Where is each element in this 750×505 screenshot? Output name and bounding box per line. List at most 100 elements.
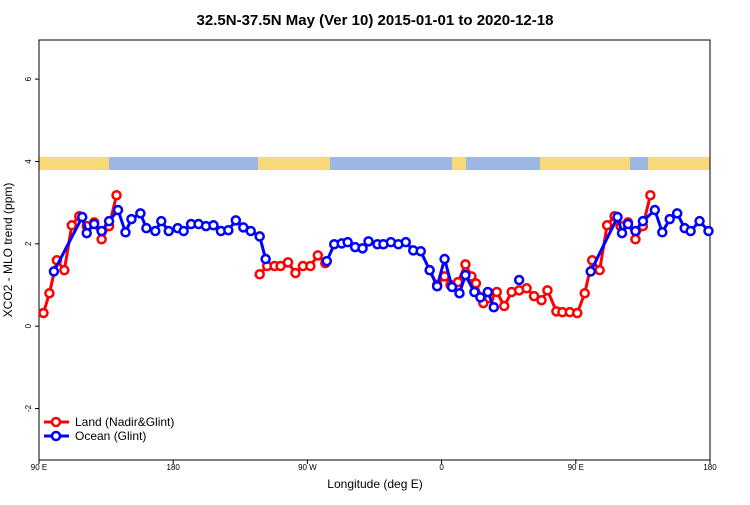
data-point xyxy=(521,283,532,294)
data-point xyxy=(400,236,412,248)
data-point xyxy=(120,227,131,238)
data-point xyxy=(312,250,324,261)
x-tick-label: 0 xyxy=(439,463,444,472)
plot-frame xyxy=(38,39,711,461)
data-point xyxy=(254,269,265,280)
data-point xyxy=(454,287,465,299)
land-strip xyxy=(39,157,109,170)
data-point xyxy=(622,218,634,230)
data-point xyxy=(76,211,88,223)
data-point xyxy=(475,292,486,303)
data-point xyxy=(66,220,78,231)
data-point xyxy=(135,208,146,219)
data-point xyxy=(321,255,333,267)
data-point xyxy=(290,267,301,279)
data-point xyxy=(542,285,553,296)
land-strip xyxy=(452,157,466,170)
data-point xyxy=(694,215,705,227)
data-point xyxy=(498,300,510,312)
data-point xyxy=(178,225,189,237)
data-point xyxy=(126,213,137,225)
data-point xyxy=(88,218,100,230)
data-point xyxy=(536,294,547,306)
data-point xyxy=(208,220,219,231)
data-point xyxy=(48,266,60,277)
data-point xyxy=(649,204,661,216)
data-point xyxy=(96,234,107,245)
data-point xyxy=(657,227,668,238)
data-point xyxy=(616,227,628,239)
data-point xyxy=(103,215,115,227)
data-point xyxy=(645,189,656,201)
x-tick-label: 180 xyxy=(703,463,717,472)
data-point xyxy=(96,225,107,237)
x-tick-label: 180 xyxy=(167,463,181,472)
data-point xyxy=(491,286,503,298)
y-axis-label: XCO2 - MLO trend (ppm) xyxy=(1,183,15,318)
data-point xyxy=(446,281,458,293)
data-point xyxy=(594,264,605,276)
data-point xyxy=(439,253,450,265)
data-point xyxy=(460,259,471,270)
data-point xyxy=(342,236,353,248)
data-point xyxy=(488,301,500,313)
x-axis-label: Longitude (deg E) xyxy=(327,477,422,491)
land-strip xyxy=(540,157,630,170)
data-point xyxy=(59,264,70,276)
data-point xyxy=(357,243,368,254)
y-tick-label: 0 xyxy=(24,323,33,328)
data-point xyxy=(282,257,294,268)
data-point xyxy=(223,224,234,236)
data-point xyxy=(528,290,540,302)
x-tick-label: 90 W xyxy=(298,463,317,472)
data-point xyxy=(460,269,471,281)
data-point xyxy=(513,274,525,286)
data-point xyxy=(664,213,675,225)
x-tick-label: 90 E xyxy=(31,463,47,472)
data-point xyxy=(579,287,590,299)
data-point xyxy=(612,211,623,223)
x-tick-label: 90 E xyxy=(568,463,584,472)
data-point xyxy=(470,278,482,289)
data-point xyxy=(44,287,55,299)
data-point xyxy=(415,245,426,257)
data-point xyxy=(630,225,641,237)
data-point xyxy=(112,204,124,216)
data-point xyxy=(601,220,613,231)
data-point xyxy=(572,307,583,319)
data-point xyxy=(637,215,649,227)
data-point xyxy=(685,225,696,237)
data-point xyxy=(230,215,242,226)
chart-title: 32.5N-37.5N May (Ver 10) 2015-01-01 to 2… xyxy=(197,12,554,29)
legend-label: Land (Nadir&Glint) xyxy=(75,415,174,429)
data-point xyxy=(38,307,49,319)
data-point xyxy=(703,225,714,237)
y-tick-label: 2 xyxy=(24,241,33,246)
data-point xyxy=(260,253,271,265)
data-point xyxy=(482,286,494,298)
land-strip xyxy=(258,157,330,170)
land-strip xyxy=(648,157,710,170)
y-tick-label: 4 xyxy=(24,159,33,164)
data-point xyxy=(431,280,443,292)
legend-marker xyxy=(50,416,62,428)
data-point xyxy=(630,234,641,245)
data-point xyxy=(245,225,256,237)
data-point xyxy=(424,264,435,276)
legend-label: Ocean (Glint) xyxy=(75,429,146,443)
data-point xyxy=(671,208,683,219)
data-point xyxy=(81,227,92,239)
y-tick-label: -2 xyxy=(24,404,33,412)
data-point xyxy=(305,260,316,272)
y-tick-label: 6 xyxy=(24,76,33,81)
data-point xyxy=(363,236,374,247)
data-point xyxy=(585,266,596,277)
data-point xyxy=(156,215,167,227)
data-point xyxy=(141,222,152,234)
land-ocean-strip xyxy=(39,157,710,170)
data-point xyxy=(254,231,265,242)
data-point xyxy=(150,225,161,237)
data-point xyxy=(163,225,174,237)
